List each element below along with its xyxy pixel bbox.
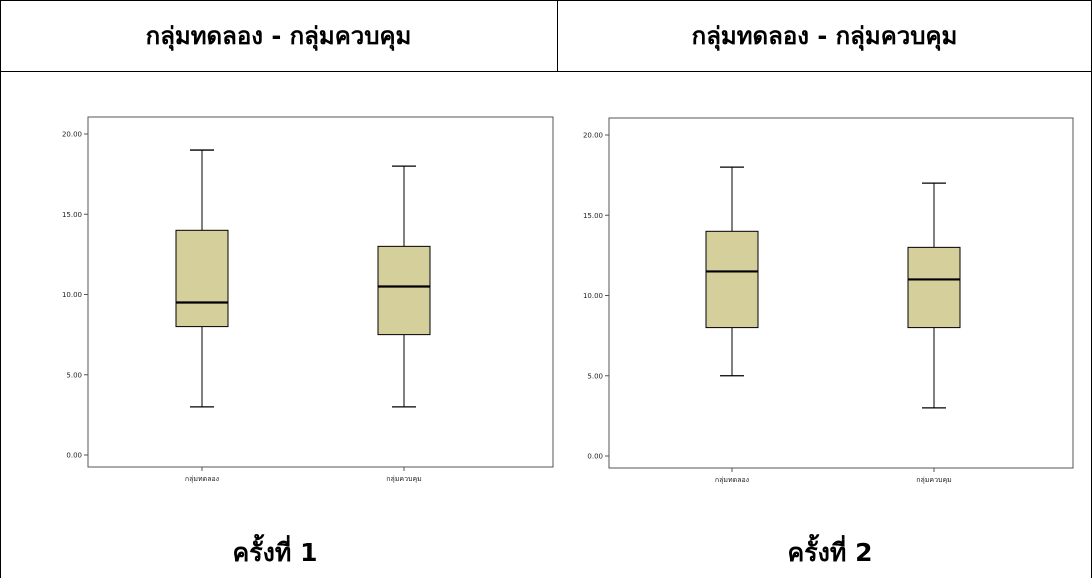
plot-frame	[87, 116, 554, 468]
plot-frame	[608, 117, 1074, 469]
box-iqr	[705, 230, 759, 329]
table-column-divider	[557, 0, 558, 71]
header-left-title: กลุ่มทดลอง - กลุ่มควบคุม	[145, 22, 412, 50]
y-tick-label: 15.00	[583, 212, 603, 220]
y-tick-label: 5.00	[587, 372, 603, 380]
table-header-divider	[0, 71, 1092, 72]
header-right-title: กลุ่มทดลอง - กลุ่มควบคุม	[691, 22, 958, 50]
y-tick-label: 10.00	[583, 292, 603, 300]
x-category-label: กลุ่มควบคุม	[916, 476, 952, 484]
boxplot-chart-1: 0.00 5.00 10.00 15.00 20.00 กลุ่มทดลอง กลุ่มคว…	[62, 116, 554, 483]
caption-round-1: ครั้งที่ 1	[232, 538, 318, 567]
table-top-border	[0, 0, 1092, 1]
x-category-label: กลุ่มควบคุม	[386, 475, 422, 483]
y-tick-label: 20.00	[583, 132, 603, 140]
x-category-label: กลุ่มทดลอง	[185, 475, 219, 483]
y-tick-label: 10.00	[62, 291, 82, 299]
y-tick-label: 20.00	[62, 131, 82, 139]
x-category-label: กลุ่มทดลอง	[715, 476, 749, 484]
y-tick-label: 5.00	[66, 371, 82, 379]
box-iqr	[377, 245, 431, 336]
y-tick-label: 15.00	[62, 211, 82, 219]
boxplot-chart-2: 0.00 5.00 10.00 15.00 20.00 กลุ่มทดลอง กลุ่มคว…	[583, 117, 1074, 484]
box-iqr	[175, 229, 229, 328]
table-left-border	[0, 0, 1, 578]
box-iqr	[907, 246, 961, 329]
y-tick-label: 0.00	[587, 453, 603, 461]
caption-round-2: ครั้งที่ 2	[787, 538, 873, 567]
y-tick-label: 0.00	[66, 452, 82, 460]
